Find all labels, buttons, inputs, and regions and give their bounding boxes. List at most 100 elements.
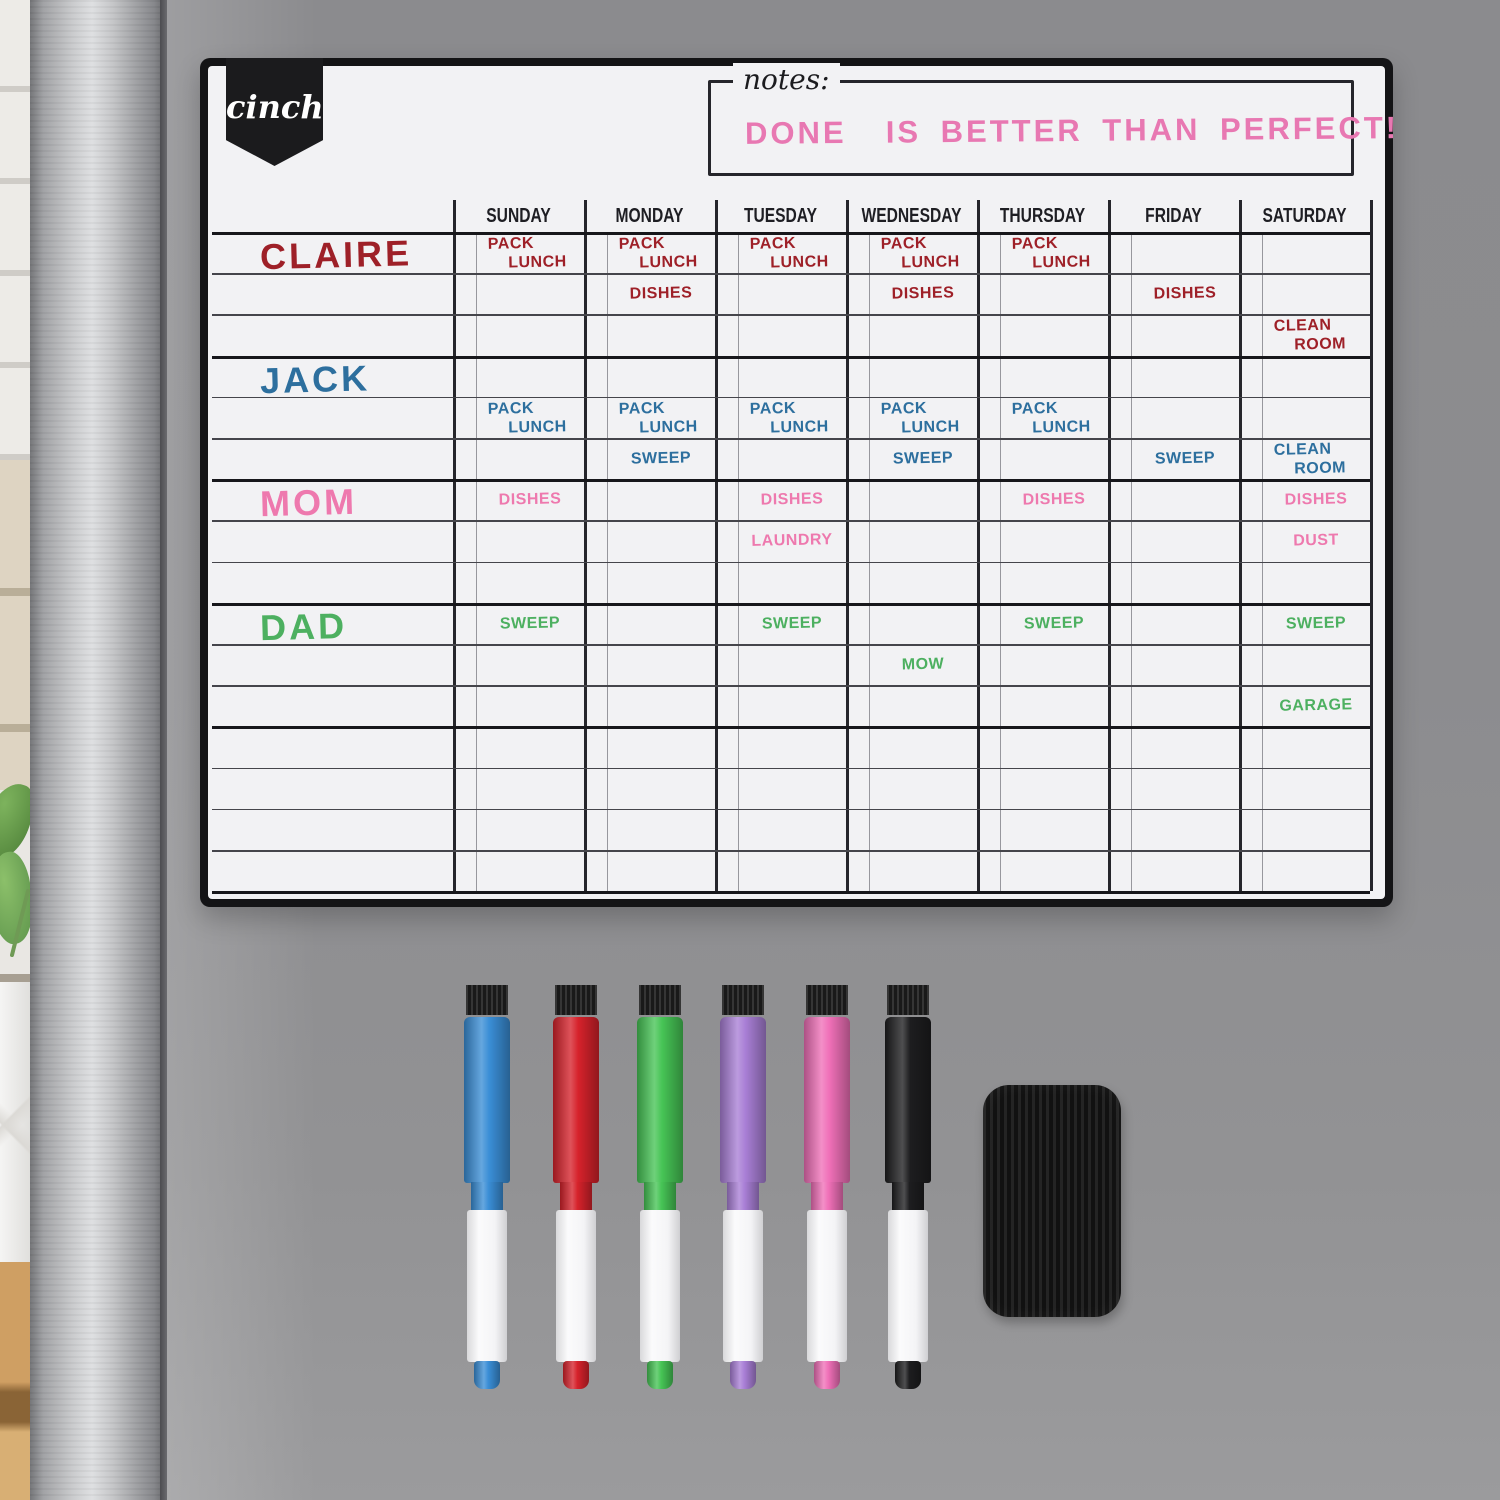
grid-row-line	[212, 479, 1370, 483]
task-line: ROOM	[1294, 459, 1347, 478]
marker-cap	[637, 1017, 683, 1183]
task-line: PACK	[487, 399, 535, 418]
task-line: ROOM	[1294, 335, 1347, 354]
task-entry: SWEEP	[761, 614, 823, 633]
marker-barrel	[467, 1210, 507, 1362]
marker-collar	[471, 1182, 503, 1210]
task-line: LUNCH	[901, 418, 960, 437]
brand-pennant: cinch!	[226, 58, 323, 166]
day-header-tuesday: TUESDAY	[743, 205, 818, 227]
marker-cap	[804, 1017, 850, 1183]
task-line: LUNCH	[1032, 253, 1091, 272]
marker-end-plug	[814, 1361, 840, 1389]
marker-magnet-pad	[722, 985, 764, 1015]
task-entry: DISHES	[891, 284, 955, 303]
green-marker	[637, 985, 683, 1389]
grid-column-line	[1370, 200, 1373, 892]
day-header-friday: FRIDAY	[1145, 205, 1202, 227]
marker-end-plug	[474, 1361, 500, 1389]
marker-barrel	[640, 1210, 680, 1362]
task-entry: PACK LUNCH	[478, 396, 583, 438]
task-entry: PACK LUNCH	[1002, 396, 1107, 438]
pink-marker	[804, 985, 850, 1389]
grid-row-line	[212, 644, 1370, 646]
window-blinds	[0, 0, 34, 460]
brand-logo: cinch!	[226, 88, 338, 126]
marker-end-plug	[730, 1361, 756, 1389]
task-entry: LAUNDRY	[751, 531, 833, 551]
marker-cap	[885, 1017, 931, 1183]
person-name-mom: MOM	[259, 480, 358, 525]
wood-shelf	[0, 1262, 34, 1500]
marker-collar	[892, 1182, 924, 1210]
task-line: LUNCH	[901, 253, 960, 272]
marker-end-plug	[647, 1361, 673, 1389]
task-line: LUNCH	[770, 253, 829, 272]
notes-label: notes:	[733, 63, 840, 96]
marker-magnet-pad	[887, 985, 929, 1015]
task-line: LUNCH	[508, 418, 567, 437]
marker-cap	[553, 1017, 599, 1183]
task-entry: CLEAN ROOM	[1264, 313, 1369, 355]
white-planter	[0, 982, 34, 1268]
task-entry: PACK LUNCH	[478, 231, 583, 273]
grid-row-line	[212, 850, 1370, 852]
task-line: PACK	[880, 234, 928, 253]
marker-magnet-pad	[639, 985, 681, 1015]
task-line: LUNCH	[770, 418, 829, 437]
task-entry: PACK LUNCH	[740, 396, 845, 438]
task-entry: SWEEP	[1285, 614, 1347, 633]
task-entry: PACK LUNCH	[740, 231, 845, 273]
grid-row-line	[212, 767, 1370, 770]
fridge-door-edge	[30, 0, 162, 1500]
marker-magnet-pad	[555, 985, 597, 1015]
task-entry: DUST	[1293, 531, 1339, 550]
task-entry: SWEEP	[1154, 449, 1216, 468]
person-name-jack: JACK	[259, 356, 371, 401]
day-header-monday: MONDAY	[615, 205, 684, 227]
grid-row-line	[212, 891, 1370, 895]
fridge-door-seam	[160, 0, 167, 1500]
grid-row-line	[212, 314, 1370, 316]
task-line: PACK	[1011, 234, 1059, 253]
task-entry: SWEEP	[499, 614, 561, 633]
task-line: PACK	[1011, 399, 1059, 418]
marker-collar	[644, 1182, 676, 1210]
day-header-wednesday: WEDNESDAY	[861, 205, 962, 227]
marker-cap	[720, 1017, 766, 1183]
person-name-dad: DAD	[259, 604, 348, 649]
task-entry: SWEEP	[892, 449, 954, 468]
task-line: PACK	[880, 399, 928, 418]
chore-board: cinch! notes: DONE IS BETTER THAN PERFEC…	[200, 58, 1399, 907]
task-line: PACK	[618, 399, 666, 418]
marker-collar	[560, 1182, 592, 1210]
grid-column-line	[977, 200, 980, 892]
task-entry: DISHES	[629, 284, 693, 303]
background-wall-sliver	[0, 0, 34, 1500]
task-line: PACK	[618, 234, 666, 253]
grid-row-line	[212, 438, 1370, 440]
cabinet-panel	[0, 460, 34, 790]
grid-column-line	[1239, 200, 1242, 892]
task-line: LUNCH	[639, 253, 698, 272]
task-line: PACK	[487, 234, 535, 253]
black-marker	[885, 985, 931, 1389]
task-entry: DISHES	[1153, 284, 1217, 303]
grid-row-line	[212, 726, 1370, 730]
grid-column-line	[1108, 200, 1111, 892]
marker-magnet-pad	[466, 985, 508, 1015]
task-entry: DISHES	[760, 490, 824, 509]
grid-column-line	[715, 200, 718, 892]
grid-row-line	[212, 602, 1370, 606]
marker-barrel	[888, 1210, 928, 1362]
task-entry: SWEEP	[630, 449, 692, 468]
task-entry: CLEAN ROOM	[1264, 437, 1369, 479]
day-header-thursday: THURSDAY	[999, 205, 1086, 227]
notes-section: notes: DONE IS BETTER THAN PERFECT!	[708, 63, 1399, 176]
grid-row-line	[212, 808, 1370, 811]
task-entry: PACK LUNCH	[609, 231, 714, 273]
grid-column-line	[846, 200, 849, 892]
grid-row-line	[212, 520, 1370, 522]
task-entry: DISHES	[1022, 490, 1086, 509]
